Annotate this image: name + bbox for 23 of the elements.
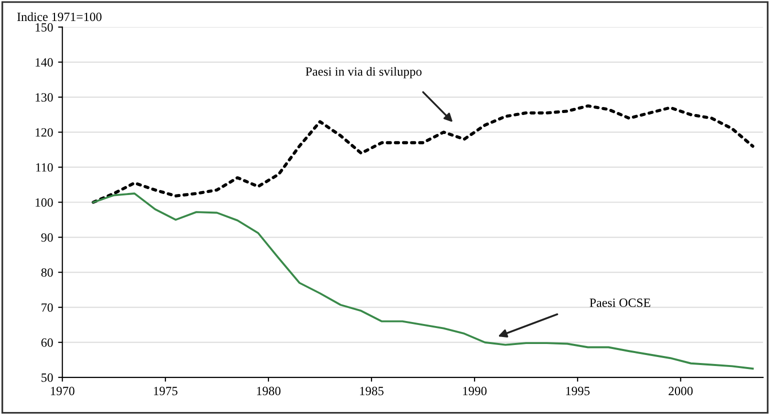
y-tick-label: 130 — [36, 93, 53, 102]
y-tick-label: 60 — [41, 338, 53, 347]
x-tick-label: 1985 — [360, 386, 384, 396]
x-tick-label: 1990 — [463, 386, 487, 396]
line-series — [92, 104, 754, 204]
annotation: Paesi in via di sviluppo — [306, 66, 422, 78]
y-tick-label: 110 — [36, 163, 53, 172]
y-tick-label: 150 — [36, 23, 53, 32]
x-tick-label: 1995 — [566, 386, 590, 396]
y-tick-label: 70 — [42, 303, 53, 312]
x-tick-label: 1980 — [257, 386, 280, 396]
x-tick-label: 1970 — [50, 386, 74, 396]
y-tick-label: 140 — [36, 58, 53, 67]
y-tick-label: 80 — [41, 268, 53, 277]
y-tick-label: 90 — [41, 233, 53, 242]
annotation: Paesi OCSE — [590, 298, 650, 307]
y-tick-label: 50 — [42, 373, 53, 382]
x-tick-label: 2000 — [668, 386, 693, 396]
x-tick-label: 1975 — [154, 386, 178, 396]
y-tick-label: 100 — [36, 198, 53, 207]
y-tick-label: 120 — [36, 128, 53, 137]
y-axis-title: Indice 1971=100 — [17, 12, 102, 22]
line-series — [92, 192, 754, 370]
